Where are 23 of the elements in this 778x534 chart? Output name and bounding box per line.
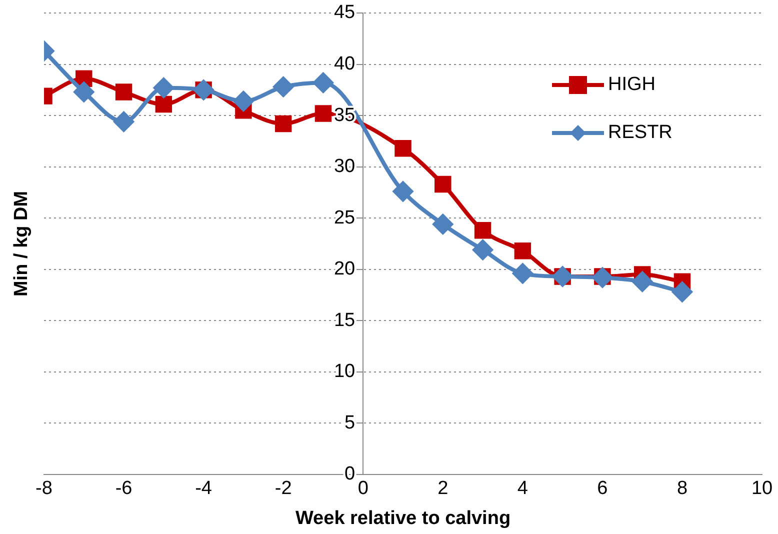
x-tick-label: 10 xyxy=(751,478,773,500)
y-tick-label: 45 xyxy=(334,2,356,24)
y-tick-label: 5 xyxy=(344,412,356,434)
y-tick-label: 20 xyxy=(334,258,356,280)
x-tick-label: -8 xyxy=(36,478,52,500)
x-tick-label: 6 xyxy=(597,478,608,500)
y-tick-label: 30 xyxy=(334,156,356,178)
x-tick-label: 4 xyxy=(517,478,528,500)
x-tick-label: 8 xyxy=(676,478,688,500)
y-axis-title: Min / kg DM xyxy=(11,190,32,296)
x-tick-label: 2 xyxy=(438,478,448,500)
y-tick-label: 10 xyxy=(334,361,356,382)
x-axis-title: Week relative to calving xyxy=(295,508,511,529)
y-tick-label: 40 xyxy=(334,54,356,74)
y-tick-label: 15 xyxy=(334,310,356,331)
x-tick-label: -4 xyxy=(195,478,212,500)
x-tick-label: -2 xyxy=(274,478,292,500)
x-tick-label: 0 xyxy=(358,478,368,500)
x-tick-label: -6 xyxy=(115,478,132,500)
legend-label: HIGH xyxy=(608,74,656,96)
y-tick-label: 0 xyxy=(344,464,356,485)
y-tick-label: 25 xyxy=(334,207,356,228)
legend-label: RESTR xyxy=(608,122,672,144)
